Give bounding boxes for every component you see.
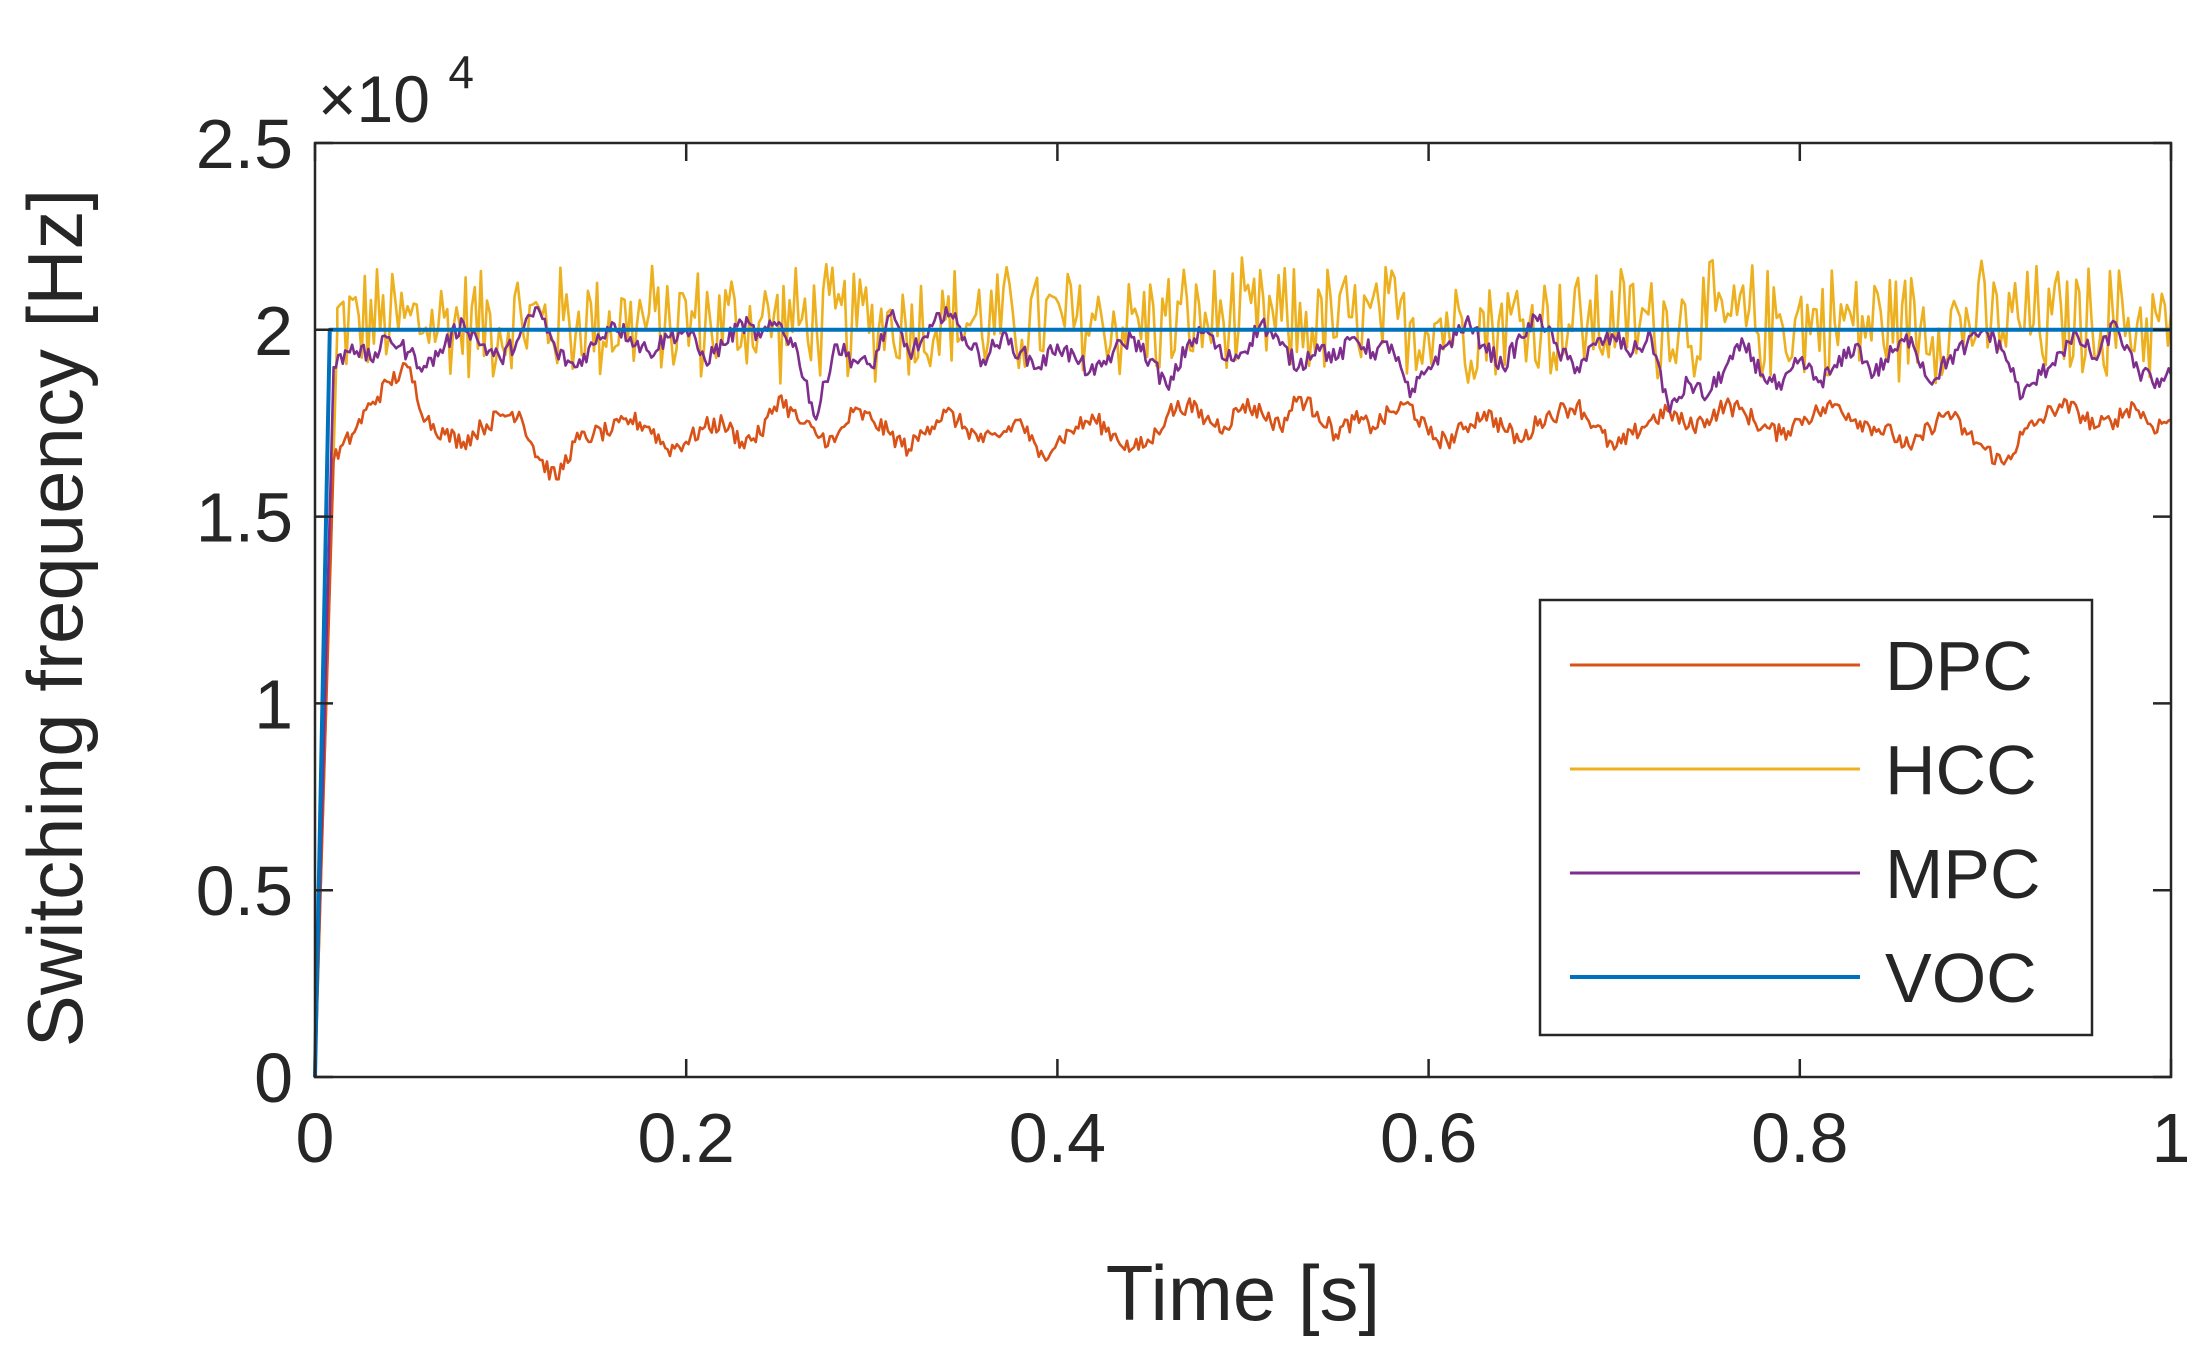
- axes-box: [313, 141, 2173, 1079]
- x-tick-label: 0.8: [1751, 1099, 1848, 1177]
- y-tick-label: 1: [254, 665, 293, 743]
- y-axis-label: Switching frequency [Hz]: [11, 189, 99, 1047]
- series-line-mpc: [313, 306, 2173, 1078]
- x-tick-label: 0.6: [1380, 1099, 1477, 1177]
- x-axis-label: Time [s]: [1106, 1249, 1380, 1337]
- legend-label-voc: VOC: [1885, 939, 2037, 1017]
- y-tick-label: 1.5: [196, 479, 293, 557]
- x-tick-label: 0.2: [638, 1099, 735, 1177]
- axes-layer: [313, 141, 2173, 1079]
- x-tick-label: 0.4: [1009, 1099, 1106, 1177]
- y-multiplier-label: ×10 4: [318, 46, 474, 136]
- series-line-dpc: [313, 362, 2172, 1078]
- y-tick-label: 2: [254, 292, 293, 370]
- x-tick-label: 1: [2152, 1099, 2191, 1177]
- ticks-layer: 0 0.2 0.4 0.6 0.8 1 0 0.5 1 1.5 2 2.5: [196, 105, 2191, 1177]
- legend-label-hcc: HCC: [1885, 731, 2037, 809]
- legend-label-dpc: DPC: [1885, 627, 2033, 705]
- x-tick-label: 0: [296, 1099, 335, 1177]
- legend-label-mpc: MPC: [1885, 835, 2041, 913]
- legend: DPC HCC MPC VOC: [1538, 598, 2094, 1037]
- y-multiplier-exponent: 4: [448, 46, 474, 98]
- y-tick-label: 0.5: [196, 852, 293, 930]
- legend-box: [1538, 598, 2094, 1037]
- y-tick-label: 0: [254, 1039, 293, 1117]
- y-tick-label: 2.5: [196, 105, 293, 183]
- y-multiplier-base: ×10: [318, 62, 430, 136]
